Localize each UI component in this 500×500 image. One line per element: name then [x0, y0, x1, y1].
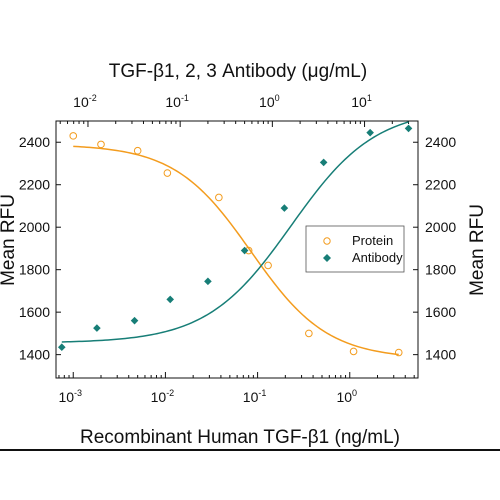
left-y-axis: 1400 1600 1800 2000 2200 2400 [19, 134, 61, 363]
y-tick-label-left-0: 1400 [19, 347, 50, 363]
legend-marker-antibody [323, 254, 331, 262]
protein-point-9 [394, 348, 403, 357]
y-tick-label-right-1: 1600 [425, 304, 456, 320]
top-x-tick-label-1: 10-1 [165, 93, 189, 110]
protein-point-8 [349, 347, 358, 356]
bottom-x-tick-label-3: 100 [336, 388, 357, 405]
y-tick-label-left-2: 1800 [19, 262, 50, 278]
y-axis-title-left: Mean RFU [0, 194, 19, 286]
protein-point-7 [305, 329, 313, 338]
antibody-point-6 [280, 204, 289, 212]
bottom-axis-title: Recombinant Human TGF-β1 (ng/mL) [80, 427, 400, 448]
antibody-point-4 [204, 277, 212, 286]
legend-marker-protein [323, 237, 331, 245]
antibody-point-8 [366, 128, 374, 137]
data-points [57, 124, 413, 357]
antibody-point-9 [404, 124, 413, 133]
protein-point-2 [133, 146, 142, 155]
y-axis-title-right: Mean RFU [467, 204, 488, 296]
antibody-point-5 [240, 246, 249, 255]
protein-point-0 [69, 132, 78, 140]
antibody-point-7 [319, 158, 328, 167]
curve-protein [73, 145, 399, 356]
protein-point-6 [264, 261, 272, 270]
y-tick-label-left-3: 2000 [19, 219, 50, 235]
y-tick-label-left-1: 1600 [19, 304, 50, 320]
top-x-tick-label-0: 10-2 [73, 93, 97, 110]
legend-box [305, 225, 405, 273]
legend-label-protein: Protein [352, 233, 393, 248]
legend: Protein Antibody [305, 225, 405, 273]
y-tick-label-left-5: 2400 [19, 134, 50, 150]
protein-point-4 [215, 193, 223, 202]
top-x-axis: 10-2 10-1 100 101 [59, 93, 410, 127]
right-y-axis: 1400 1600 1800 2000 2200 2400 [413, 134, 456, 363]
bottom-x-axis: 10-3 10-2 10-1 100 [58, 372, 415, 405]
bottom-x-tick-label-0: 10-3 [58, 388, 82, 405]
antibody-point-3 [166, 295, 175, 304]
y-tick-label-right-2: 1800 [425, 262, 456, 278]
y-tick-label-left-4: 2200 [19, 177, 50, 193]
protein-point-1 [97, 140, 105, 149]
fit-curves [61, 121, 409, 356]
antibody-point-1 [93, 324, 101, 332]
legend-label-antibody: Antibody [352, 250, 403, 265]
protein-point-3 [163, 169, 172, 177]
top-x-tick-label-3: 101 [351, 93, 372, 110]
y-tick-label-right-3: 2000 [425, 219, 456, 235]
y-tick-label-right-5: 2400 [425, 134, 456, 150]
top-axis-title: TGF-β1, 2, 3 Antibody (μg/mL) [109, 61, 367, 82]
bottom-divider [0, 449, 500, 451]
bottom-x-tick-label-2: 10-1 [243, 388, 267, 405]
y-tick-label-right-0: 1400 [425, 347, 456, 363]
y-tick-label-right-4: 2200 [425, 177, 456, 193]
top-x-tick-label-2: 100 [259, 93, 280, 110]
curve-antibody [61, 121, 409, 343]
antibody-point-2 [130, 316, 139, 325]
antibody-point-0 [57, 343, 66, 352]
bottom-x-tick-label-1: 10-2 [151, 388, 175, 405]
